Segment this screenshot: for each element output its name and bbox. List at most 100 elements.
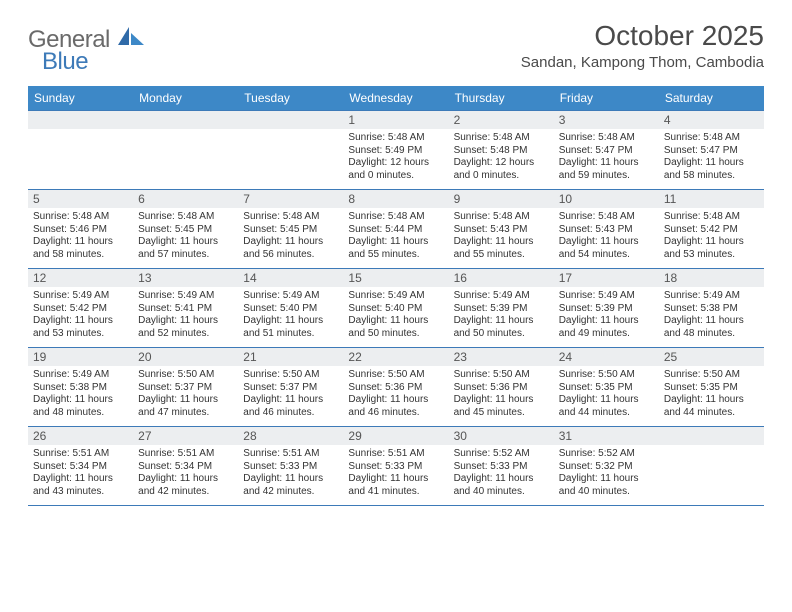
day-cell bbox=[133, 111, 238, 189]
day-cell: 31 Sunrise: 5:52 AMSunset: 5:32 PMDayligh… bbox=[554, 427, 659, 505]
day-details: Sunrise: 5:49 AMSunset: 5:40 PMDaylight:… bbox=[343, 287, 448, 344]
daylight-text-1: Daylight: 11 hours bbox=[664, 236, 759, 249]
sunrise-text: Sunrise: 5:49 AM bbox=[33, 369, 128, 382]
day-number: 25 bbox=[659, 348, 764, 366]
sunset-text: Sunset: 5:41 PM bbox=[138, 303, 233, 316]
sunset-text: Sunset: 5:43 PM bbox=[454, 224, 549, 237]
weekday-tue: Tuesday bbox=[238, 86, 343, 110]
day-cell: 16Sunrise: 5:49 AMSunset: 5:39 PMDayligh… bbox=[449, 269, 554, 347]
day-number: 29 bbox=[343, 427, 448, 445]
day-number: 12 bbox=[28, 269, 133, 287]
daylight-text-1: Daylight: 11 hours bbox=[138, 315, 233, 328]
day-cell: 30Sunrise: 5:52 AMSunset: 5:33 PMDayligh… bbox=[449, 427, 554, 505]
daylight-text-1: Daylight: 12 hours bbox=[454, 157, 549, 170]
day-cell: 5Sunrise: 5:48 AMSunset: 5:46 PMDaylight… bbox=[28, 190, 133, 268]
daylight-text-1: Daylight: 11 hours bbox=[454, 236, 549, 249]
day-cell bbox=[28, 111, 133, 189]
day-details: Sunrise: 5:49 AMSunset: 5:39 PMDaylight:… bbox=[554, 287, 659, 344]
daylight-text-2: and 55 minutes. bbox=[348, 249, 443, 262]
day-cell: 3Sunrise: 5:48 AMSunset: 5:47 PMDaylight… bbox=[554, 111, 659, 189]
sunrise-text: Sunrise: 5:48 AM bbox=[348, 132, 443, 145]
sunrise-text: Sunrise: 5:52 AM bbox=[559, 448, 654, 461]
week-row: 12Sunrise: 5:49 AMSunset: 5:42 PMDayligh… bbox=[28, 268, 764, 347]
week-row: 19Sunrise: 5:49 AMSunset: 5:38 PMDayligh… bbox=[28, 347, 764, 426]
logo: General Blue bbox=[28, 26, 144, 76]
sunset-text: Sunset: 5:45 PM bbox=[138, 224, 233, 237]
day-cell: 9Sunrise: 5:48 AMSunset: 5:43 PMDaylight… bbox=[449, 190, 554, 268]
day-number: 5 bbox=[28, 190, 133, 208]
weekday-mon: Monday bbox=[133, 86, 238, 110]
sunrise-text: Sunrise: 5:49 AM bbox=[348, 290, 443, 303]
sunset-text: Sunset: 5:37 PM bbox=[243, 382, 338, 395]
day-cell: 7Sunrise: 5:48 AMSunset: 5:45 PMDaylight… bbox=[238, 190, 343, 268]
day-cell: 25Sunrise: 5:50 AMSunset: 5:35 PMDayligh… bbox=[659, 348, 764, 426]
day-cell: 22Sunrise: 5:50 AMSunset: 5:36 PMDayligh… bbox=[343, 348, 448, 426]
daylight-text-2: and 41 minutes. bbox=[348, 486, 443, 499]
sunset-text: Sunset: 5:34 PM bbox=[138, 461, 233, 474]
sunrise-text: Sunrise: 5:50 AM bbox=[664, 369, 759, 382]
sunset-text: Sunset: 5:46 PM bbox=[33, 224, 128, 237]
sunrise-text: Sunrise: 5:49 AM bbox=[33, 290, 128, 303]
day-number: 22 bbox=[343, 348, 448, 366]
day-cell: 23Sunrise: 5:50 AMSunset: 5:36 PMDayligh… bbox=[449, 348, 554, 426]
day-details: Sunrise: 5:52 AMSunset: 5:33 PMDaylight:… bbox=[449, 445, 554, 502]
day-details: Sunrise: 5:48 AMSunset: 5:44 PMDaylight:… bbox=[343, 208, 448, 265]
day-number: 3 bbox=[554, 111, 659, 129]
day-number: 31 bbox=[554, 427, 659, 445]
daylight-text-1: Daylight: 11 hours bbox=[559, 473, 654, 486]
day-details: Sunrise: 5:48 AMSunset: 5:46 PMDaylight:… bbox=[28, 208, 133, 265]
daylight-text-1: Daylight: 11 hours bbox=[348, 315, 443, 328]
day-details: Sunrise: 5:48 AMSunset: 5:43 PMDaylight:… bbox=[554, 208, 659, 265]
sunset-text: Sunset: 5:47 PM bbox=[559, 145, 654, 158]
sunrise-text: Sunrise: 5:48 AM bbox=[664, 132, 759, 145]
daylight-text-1: Daylight: 11 hours bbox=[33, 394, 128, 407]
daylight-text-1: Daylight: 11 hours bbox=[33, 473, 128, 486]
day-cell: 13Sunrise: 5:49 AMSunset: 5:41 PMDayligh… bbox=[133, 269, 238, 347]
logo-sail-icon bbox=[118, 27, 144, 50]
day-cell: 12Sunrise: 5:49 AMSunset: 5:42 PMDayligh… bbox=[28, 269, 133, 347]
day-details: Sunrise: 5:49 AMSunset: 5:38 PMDaylight:… bbox=[659, 287, 764, 344]
daylight-text-1: Daylight: 11 hours bbox=[559, 157, 654, 170]
day-number: 26 bbox=[28, 427, 133, 445]
day-number: 16 bbox=[449, 269, 554, 287]
day-number: 23 bbox=[449, 348, 554, 366]
sunset-text: Sunset: 5:32 PM bbox=[559, 461, 654, 474]
day-number-empty bbox=[133, 111, 238, 129]
day-cell: 18Sunrise: 5:49 AMSunset: 5:38 PMDayligh… bbox=[659, 269, 764, 347]
daylight-text-2: and 42 minutes. bbox=[138, 486, 233, 499]
day-cell: 26Sunrise: 5:51 AMSunset: 5:34 PMDayligh… bbox=[28, 427, 133, 505]
day-cell: 2Sunrise: 5:48 AMSunset: 5:48 PMDaylight… bbox=[449, 111, 554, 189]
daylight-text-2: and 53 minutes. bbox=[664, 249, 759, 262]
day-number: 14 bbox=[238, 269, 343, 287]
day-details: Sunrise: 5:48 AMSunset: 5:48 PMDaylight:… bbox=[449, 129, 554, 186]
day-number: 10 bbox=[554, 190, 659, 208]
daylight-text-1: Daylight: 11 hours bbox=[348, 473, 443, 486]
daylight-text-2: and 43 minutes. bbox=[33, 486, 128, 499]
sunset-text: Sunset: 5:34 PM bbox=[33, 461, 128, 474]
sunrise-text: Sunrise: 5:48 AM bbox=[243, 211, 338, 224]
day-number: 27 bbox=[133, 427, 238, 445]
logo-text-block: General Blue bbox=[28, 26, 144, 76]
day-cell: 14Sunrise: 5:49 AMSunset: 5:40 PMDayligh… bbox=[238, 269, 343, 347]
daylight-text-1: Daylight: 11 hours bbox=[664, 315, 759, 328]
daylight-text-2: and 40 minutes. bbox=[454, 486, 549, 499]
day-details: Sunrise: 5:48 AMSunset: 5:49 PMDaylight:… bbox=[343, 129, 448, 186]
calendar-page: General Blue October 2025 Sandan, Kampon… bbox=[0, 0, 792, 526]
sunrise-text: Sunrise: 5:48 AM bbox=[348, 211, 443, 224]
day-number: 24 bbox=[554, 348, 659, 366]
daylight-text-1: Daylight: 11 hours bbox=[559, 315, 654, 328]
day-cell: 15Sunrise: 5:49 AMSunset: 5:40 PMDayligh… bbox=[343, 269, 448, 347]
day-details: Sunrise: 5:48 AMSunset: 5:47 PMDaylight:… bbox=[659, 129, 764, 186]
daylight-text-1: Daylight: 11 hours bbox=[138, 394, 233, 407]
day-number: 8 bbox=[343, 190, 448, 208]
day-details: Sunrise: 5:51 AMSunset: 5:33 PMDaylight:… bbox=[238, 445, 343, 502]
week-row: 1Sunrise: 5:48 AMSunset: 5:49 PMDaylight… bbox=[28, 110, 764, 189]
day-cell: 28Sunrise: 5:51 AMSunset: 5:33 PMDayligh… bbox=[238, 427, 343, 505]
sunrise-text: Sunrise: 5:52 AM bbox=[454, 448, 549, 461]
day-number: 4 bbox=[659, 111, 764, 129]
day-cell: 24Sunrise: 5:50 AMSunset: 5:35 PMDayligh… bbox=[554, 348, 659, 426]
daylight-text-1: Daylight: 11 hours bbox=[138, 236, 233, 249]
daylight-text-2: and 48 minutes. bbox=[33, 407, 128, 420]
daylight-text-2: and 48 minutes. bbox=[664, 328, 759, 341]
sunset-text: Sunset: 5:40 PM bbox=[348, 303, 443, 316]
